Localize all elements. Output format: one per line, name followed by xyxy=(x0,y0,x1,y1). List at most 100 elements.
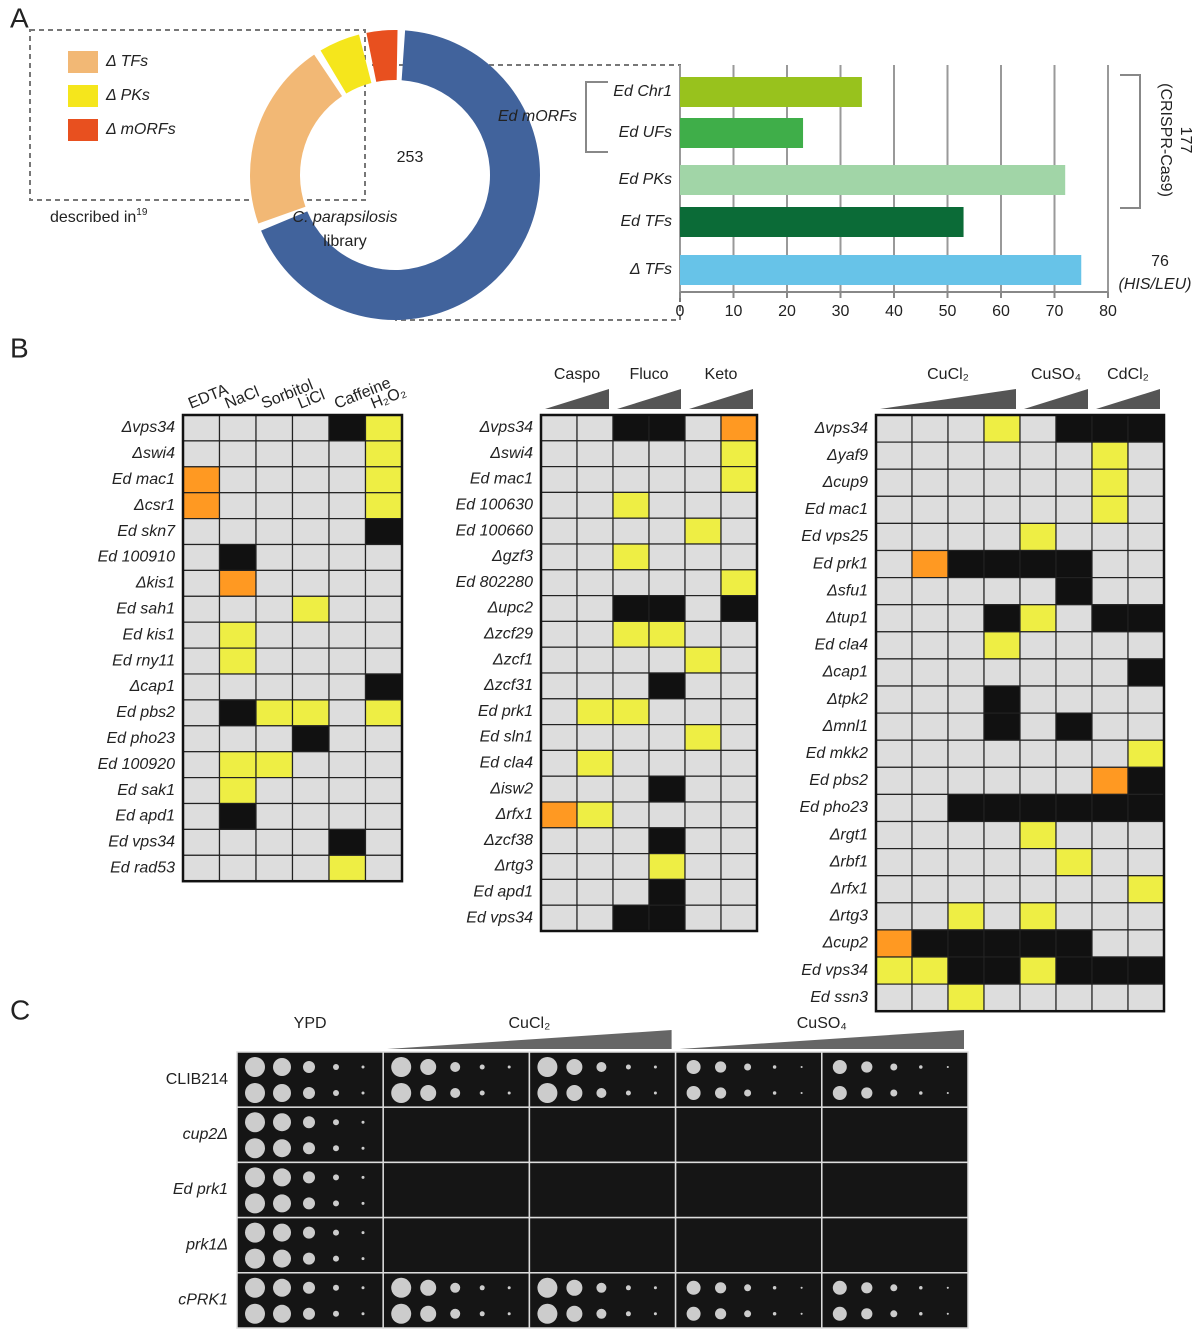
cell xyxy=(291,569,330,597)
cell xyxy=(612,827,650,855)
spot xyxy=(654,1202,657,1205)
cell xyxy=(612,543,650,571)
spot xyxy=(245,1083,265,1103)
cell xyxy=(328,699,367,727)
cell xyxy=(911,685,949,714)
row-label: Ed pbs2 xyxy=(116,704,175,721)
spot xyxy=(303,1116,315,1129)
donut-title: library xyxy=(323,233,367,250)
cell xyxy=(540,827,578,855)
spot xyxy=(626,1256,631,1261)
spot xyxy=(947,1147,949,1149)
cell xyxy=(1019,983,1057,1012)
cell xyxy=(576,646,614,674)
side-label: (HIS/LEU) xyxy=(1119,276,1192,293)
spot xyxy=(303,1087,315,1099)
cell xyxy=(576,517,614,545)
cell xyxy=(983,522,1021,552)
cell xyxy=(983,820,1021,850)
spot xyxy=(919,1065,923,1069)
cell xyxy=(182,440,221,468)
cell xyxy=(576,775,614,803)
strain-label: Ed prk1 xyxy=(173,1181,228,1198)
spot xyxy=(479,1064,485,1070)
cell xyxy=(364,466,403,494)
panel-label: A xyxy=(10,2,29,33)
cell xyxy=(612,594,650,622)
cell xyxy=(983,441,1021,470)
cell xyxy=(540,440,578,468)
cell xyxy=(720,827,758,855)
spot xyxy=(420,1085,437,1101)
spot xyxy=(566,1059,583,1075)
spot xyxy=(508,1121,511,1124)
cell xyxy=(720,904,758,932)
cell xyxy=(684,569,722,597)
cell xyxy=(218,673,257,701)
spot xyxy=(773,1146,777,1150)
cell xyxy=(255,440,294,468)
cell xyxy=(1019,495,1057,524)
spot xyxy=(420,1114,436,1130)
gradient-triangle xyxy=(387,1030,672,1049)
cell xyxy=(911,522,949,552)
cell xyxy=(218,621,257,649)
cell xyxy=(720,775,758,803)
cell xyxy=(612,646,650,674)
cell xyxy=(291,440,330,468)
cell xyxy=(291,828,330,856)
cell xyxy=(612,904,650,932)
spot xyxy=(479,1311,485,1317)
spot xyxy=(861,1117,872,1128)
spot xyxy=(686,1086,701,1100)
row-label: Δcup2 xyxy=(822,935,869,952)
spot xyxy=(919,1091,923,1095)
spot xyxy=(654,1231,657,1234)
spot xyxy=(626,1120,631,1125)
cell xyxy=(291,699,330,727)
cell xyxy=(1019,793,1057,823)
cell xyxy=(1055,793,1093,823)
row-label: Δvps34 xyxy=(814,420,869,437)
spot xyxy=(361,1091,365,1095)
cell xyxy=(255,517,294,546)
cell xyxy=(576,466,614,494)
spot xyxy=(361,1257,365,1261)
row-label: Ed pho23 xyxy=(799,799,868,816)
spot xyxy=(450,1254,460,1264)
cell xyxy=(911,576,949,606)
row-label: Ed rny11 xyxy=(112,652,175,669)
cell xyxy=(612,878,650,906)
cell xyxy=(648,569,686,597)
spot xyxy=(245,1193,265,1214)
spot xyxy=(800,1065,803,1069)
spot xyxy=(625,1064,631,1070)
row-label: Δupc2 xyxy=(487,600,534,617)
cell xyxy=(218,776,257,805)
spot xyxy=(653,1091,657,1095)
spot-plate xyxy=(674,1106,823,1164)
legend-label: Δ PKs xyxy=(105,87,150,104)
row-label: Ed prk1 xyxy=(813,555,868,572)
cell xyxy=(648,904,686,932)
cell xyxy=(684,775,722,803)
spot xyxy=(801,1232,803,1234)
cell xyxy=(983,902,1021,931)
cell xyxy=(1055,739,1093,768)
spot xyxy=(919,1286,923,1290)
cell xyxy=(364,699,403,727)
row-label: Ed vps34 xyxy=(108,834,175,851)
spot xyxy=(715,1117,726,1128)
cell xyxy=(1127,576,1165,606)
cell xyxy=(684,646,722,674)
spot xyxy=(391,1223,411,1243)
strain-label: CLIB214 xyxy=(166,1071,228,1088)
cell xyxy=(720,466,758,494)
cell xyxy=(218,466,257,494)
group-label: CuSO₄ xyxy=(1031,366,1081,383)
cell xyxy=(291,854,330,882)
cell xyxy=(648,852,686,880)
spot xyxy=(946,1091,949,1095)
cell xyxy=(364,647,403,675)
spot xyxy=(480,1256,485,1261)
